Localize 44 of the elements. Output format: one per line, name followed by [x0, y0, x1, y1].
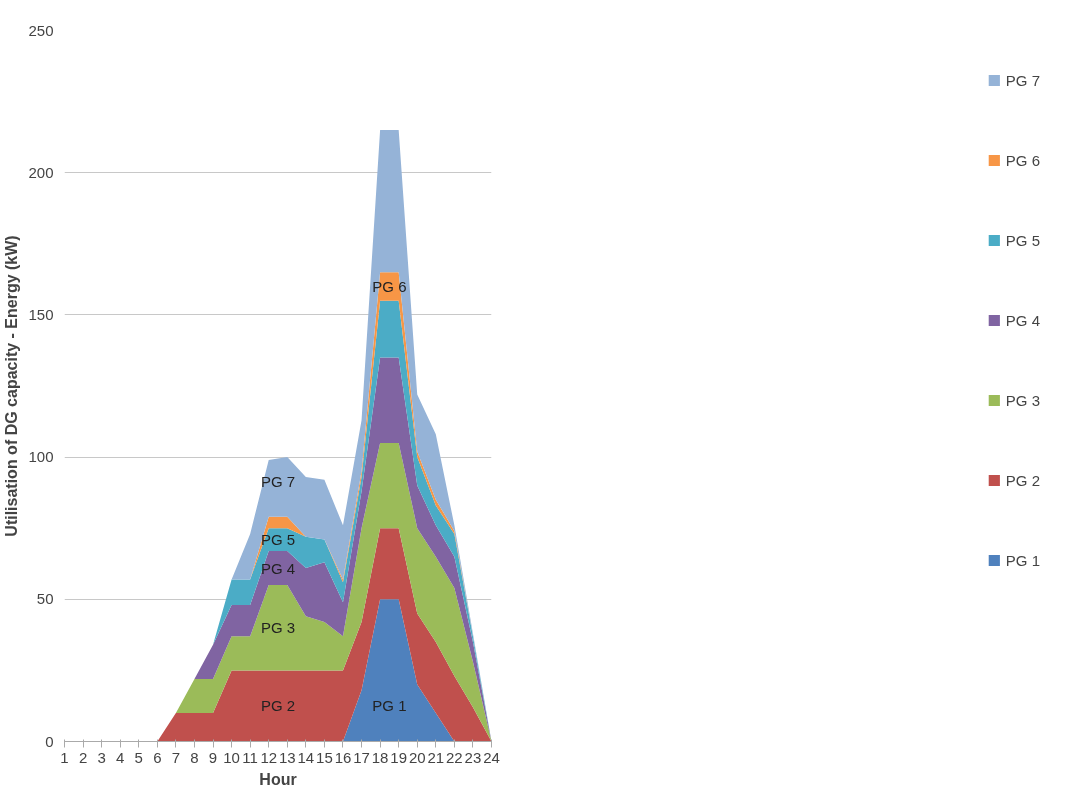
x-tick-label: 2 — [78, 748, 88, 766]
x-tick-label: 11 — [242, 748, 258, 766]
y-axis-title: Utilisation of DG capacity - Energy (kW) — [3, 235, 21, 537]
x-tick-label: 10 — [223, 748, 240, 766]
annotation: PG 1 — [372, 697, 407, 715]
legend-label: PG 4 — [1005, 310, 1040, 331]
legend-label: PG 1 — [1005, 550, 1040, 571]
x-tick-label: 6 — [153, 748, 162, 766]
y-tick-label: 50 — [36, 590, 54, 608]
x-tick-label: 17 — [353, 748, 370, 766]
x-tick-label: 5 — [134, 748, 143, 766]
x-tick-label: 8 — [190, 748, 199, 766]
legend-label: PG 6 — [1005, 150, 1040, 171]
x-tick-label: 9 — [208, 748, 218, 766]
y-tick-label: 200 — [28, 163, 54, 181]
x-tick-label: 14 — [297, 748, 315, 766]
x-tick-label: 24 — [483, 748, 500, 766]
x-tick-label: 23 — [464, 748, 482, 766]
legend-label: PG 5 — [1005, 230, 1040, 251]
x-tick-label: 3 — [97, 748, 106, 766]
x-axis-title: Hour — [259, 770, 297, 788]
y-tick-label: 100 — [28, 448, 54, 466]
annotation: PG 3 — [260, 619, 296, 637]
x-tick-label: 18 — [371, 748, 389, 766]
annotation: PG 7 — [260, 473, 296, 491]
x-tick-label: 22 — [446, 748, 463, 766]
x-tick-label: 20 — [408, 748, 426, 766]
annotation: PG 4 — [260, 559, 296, 577]
annotation: PG 2 — [260, 697, 296, 715]
legend-label: PG 3 — [1005, 390, 1040, 411]
y-tick-label: 150 — [28, 305, 54, 323]
x-tick-label: 12 — [260, 748, 278, 766]
x-tick-label: 19 — [390, 748, 408, 766]
y-tick-label: 250 — [28, 21, 54, 39]
legend-label: PG 2 — [1005, 470, 1040, 491]
x-tick-label: 1 — [60, 748, 69, 766]
x-tick-label: 13 — [278, 748, 296, 766]
x-tick-label: 15 — [316, 748, 333, 766]
x-tick-label: 21 — [427, 748, 445, 766]
x-tick-label: 16 — [334, 748, 352, 766]
y-tick-label: 0 — [45, 732, 54, 750]
x-tick-label: 4 — [116, 748, 125, 766]
legend-label: PG 7 — [1005, 70, 1040, 91]
x-tick-label: 7 — [171, 748, 181, 766]
